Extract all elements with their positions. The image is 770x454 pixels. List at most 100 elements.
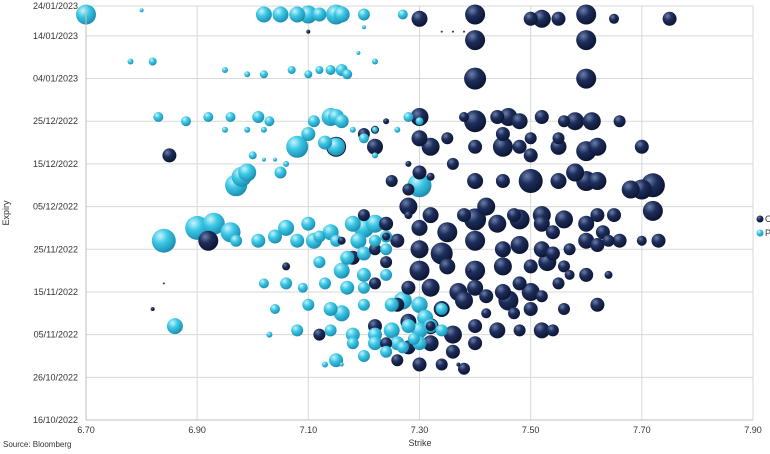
bubble-c [405,160,412,167]
bubble-p [342,69,353,80]
x-axis-title: Strike [408,438,431,448]
bubble-p [261,157,266,162]
bubble-p [203,112,214,122]
bubble-c [467,279,484,296]
bubble-c [481,308,492,319]
bubble-c [545,225,560,240]
bubble-p [435,303,448,315]
bubble-p [244,126,251,133]
bubble-p [357,298,370,311]
axes [85,6,753,421]
bubble-c [451,30,454,33]
bubble-c [546,324,559,337]
bubble-p [304,70,313,79]
x-tick-label: 6.90 [188,425,206,435]
x-tick-label: 7.50 [522,425,540,435]
legend-label-p: P [765,228,770,238]
bubble-c [426,172,435,181]
bubble-p [302,298,315,311]
bubble-c [576,4,597,25]
bubble-p [397,9,408,20]
bubble-p [222,67,228,73]
bubble-c [425,321,436,332]
legend: CP [756,214,770,238]
bubble-p [127,58,134,65]
bubble-p [415,117,424,126]
bubble-c [662,11,677,26]
bubble-p [258,278,269,289]
bubble-c [489,322,506,339]
bubble-c [579,267,594,282]
bubble-p [319,277,331,290]
y-axis-ticks: 16/10/2022 26/10/2022 05/11/2022 15/11/2022… [33,1,78,425]
x-tick-label: 6.70 [77,425,95,435]
bubble-c [609,13,619,24]
bubble-c [523,302,538,316]
bubble-c [465,260,486,281]
x-tick-label: 7.70 [633,425,651,435]
bubble-c [558,115,570,128]
bubble-p [329,353,344,368]
bubble-p [396,341,409,354]
bubble-c [367,138,383,155]
bubble-p [346,337,359,350]
bubble-c [613,115,626,128]
bubble-p [266,331,273,338]
bubble-c [495,127,510,141]
bubble-c [198,230,219,251]
bubble-c [576,30,597,51]
bubble-p [238,163,257,182]
bubble-c [464,67,487,90]
bubble-c [521,283,540,301]
bubble-c [523,11,538,26]
bubble-p [356,50,361,55]
bubble-p [202,212,225,235]
bubble-c [412,357,427,372]
bubble-c [590,297,605,312]
x-tick-label: 7.10 [300,425,318,435]
y-tick-label: 05/11/2022 [34,330,78,340]
bubble-c [511,113,528,130]
bubble-c [566,163,585,182]
bubble-c [380,256,393,269]
y-tick-label: 25/11/2022 [34,244,78,254]
bubble-p [297,282,308,293]
y-tick-label: 05/12/2022 [33,202,78,212]
bubble-c [535,290,548,303]
bubble-p [252,111,265,123]
bubble-p [264,116,275,127]
bubble-c [379,216,394,231]
bubble-p [248,151,257,160]
bubble-p [151,228,176,253]
source-note: Source: Bloomberg [3,440,72,449]
bubble-c [512,276,527,291]
bubble-p [333,262,350,279]
bubble-c [410,108,429,126]
bubble-c [458,362,470,375]
bubble-c [399,197,418,216]
bubble-c [578,232,595,249]
legend-marker-c [756,215,764,223]
bubble-c [456,362,461,367]
bubble-c [457,208,471,223]
bubble-c [534,110,549,124]
bubble-p [411,296,428,313]
bubble-p [251,233,266,248]
bubble-c [463,30,465,33]
bubble-c [422,207,439,224]
bubble-p [323,302,338,316]
bubble-c [439,258,456,275]
bubble-c [306,29,311,34]
bubble-p [384,297,399,312]
bubble-c [404,211,413,220]
bubble-c [455,291,473,310]
bubbles [76,4,677,375]
bubble-p [340,250,355,265]
y-tick-label: 04/01/2023 [33,74,78,84]
bubble-p [260,126,267,133]
bubble-c [380,337,393,350]
bubble-p [334,114,349,129]
bubble-p [274,166,287,179]
bubble-c [590,208,605,223]
bubble-c [607,208,621,223]
